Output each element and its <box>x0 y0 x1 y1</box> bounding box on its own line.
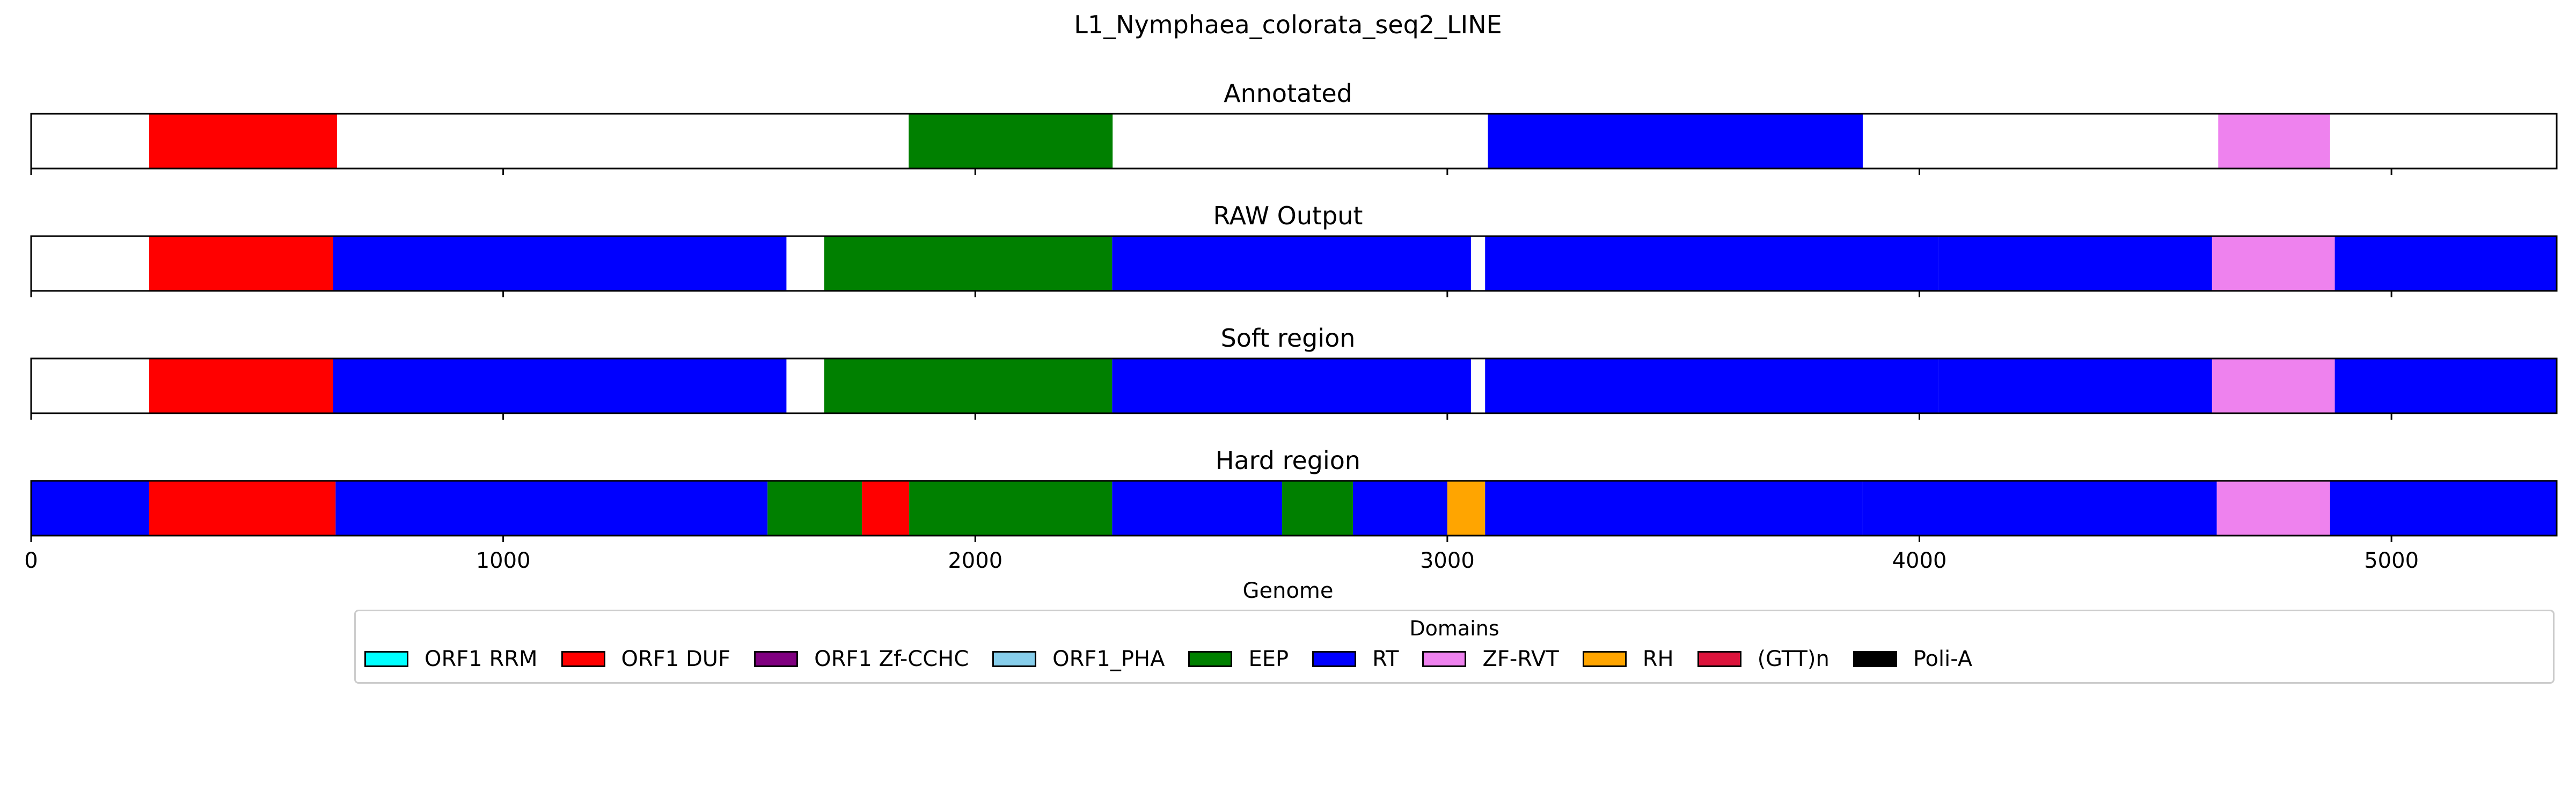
legend-label: RT <box>1372 647 1399 671</box>
legend-label: ZF-RVT <box>1482 647 1559 671</box>
segment-rt <box>335 481 768 536</box>
track-hard-region: Hard region <box>30 446 2558 542</box>
legend-item-orf1-rrm: ORF1 RRM <box>364 647 538 671</box>
segment-zf-rvt <box>2218 114 2330 169</box>
segment-eep <box>767 481 862 536</box>
segment-zf-rvt <box>2212 236 2335 291</box>
x-tick-label: 3000 <box>1420 548 1475 573</box>
legend-item-rh: RH <box>1582 647 1674 671</box>
legend-item-orf1-zf-cchc: ORF1 Zf-CCHC <box>754 647 969 671</box>
segment-orf1-duf <box>862 481 910 536</box>
segment-rt <box>1485 481 1863 536</box>
segment-eep <box>909 114 1113 169</box>
legend-label: Poli-A <box>1913 647 1973 671</box>
segment-rt <box>1112 481 1283 536</box>
track-frame <box>30 235 2558 292</box>
legend-swatch <box>1697 651 1741 667</box>
segment-orf1-duf <box>149 114 337 169</box>
legend-item-poli-a: Poli-A <box>1853 647 1972 671</box>
legend-swatch <box>754 651 799 667</box>
segment-rt <box>1862 481 2217 536</box>
track-annotated: Annotated <box>30 79 2558 175</box>
segment-eep <box>824 236 1113 291</box>
segment-rt <box>1485 236 1938 291</box>
segment-rt <box>2334 236 2557 291</box>
segment-rt <box>333 236 787 291</box>
tracks: Annotated RAW Output Soft region Hard regio… <box>30 79 2558 542</box>
legend-swatch <box>1853 651 1897 667</box>
track-title: Annotated <box>1224 79 1352 108</box>
legend-swatch <box>1422 651 1467 667</box>
chart-title: L1_Nymphaea_colorata_seq2_LINE <box>1074 10 1502 39</box>
track-title: Hard region <box>1216 446 1360 475</box>
legend-label: (GTT)n <box>1757 647 1829 671</box>
segment-zf-rvt <box>2212 358 2335 413</box>
legend-item-orf1-duf: ORF1 DUF <box>561 647 731 671</box>
x-axis: 0 1000 2000 3000 4000 5000 <box>24 548 2419 573</box>
segment-orf1-duf <box>149 481 336 536</box>
segment-rt <box>333 358 787 413</box>
segment-orf1-duf <box>149 358 333 413</box>
segment-rt <box>31 481 149 536</box>
track-ticks <box>30 169 2392 175</box>
legend-label: ORF1 RRM <box>425 647 538 671</box>
legend-title: Domains <box>1409 617 1499 640</box>
segment-rt <box>1488 114 1863 169</box>
track-ticks <box>30 413 2392 420</box>
track-ticks <box>30 291 2392 297</box>
track-title: Soft region <box>1221 324 1356 353</box>
legend-label: ORF1 DUF <box>621 647 731 671</box>
legend-label: ORF1 Zf-CCHC <box>814 647 969 671</box>
segment-rt <box>2334 358 2557 413</box>
segment-rt <box>1938 358 2212 413</box>
legend-swatch <box>1312 651 1357 667</box>
track-raw-output: RAW Output <box>30 201 2558 297</box>
x-tick-label: 1000 <box>476 548 531 573</box>
legend-label: ORF1_PHA <box>1052 647 1165 671</box>
segment-rt <box>2330 481 2557 536</box>
legend-item-gtt-n: (GTT)n <box>1697 647 1829 671</box>
legend-item-rt: RT <box>1312 647 1399 671</box>
track-title: RAW Output <box>1213 201 1363 230</box>
segment-orf1-duf <box>149 236 333 291</box>
legend-label: EEP <box>1248 647 1289 671</box>
track-ticks <box>30 536 2392 542</box>
track-frame <box>30 113 2558 170</box>
legend-swatch <box>561 651 605 667</box>
segment-rt <box>1112 358 1471 413</box>
segment-eep <box>909 481 1113 536</box>
legend-swatch <box>364 651 408 667</box>
x-tick-label: 4000 <box>1892 548 1947 573</box>
segment-eep <box>824 358 1113 413</box>
x-tick-label: 0 <box>24 548 38 573</box>
legend-item-eep: EEP <box>1188 647 1289 671</box>
legend-swatch <box>1582 651 1627 667</box>
segment-rt <box>1112 236 1471 291</box>
legend-swatch <box>992 651 1037 667</box>
track-frame <box>30 480 2558 537</box>
segment-rt <box>1485 358 1938 413</box>
segment-eep <box>1282 481 1353 536</box>
legend-swatch <box>1188 651 1233 667</box>
legend-label: RH <box>1642 647 1674 671</box>
segment-rh <box>1447 481 1485 536</box>
legend-item-orf1-pha: ORF1_PHA <box>992 647 1165 671</box>
track-frame <box>30 357 2558 414</box>
segment-rt <box>1938 236 2212 291</box>
x-axis-label: Genome <box>1242 579 1333 603</box>
legend-items: ORF1 RRM ORF1 DUF ORF1 Zf-CCHC ORF1_PHA EEP R… <box>364 647 1996 671</box>
x-tick-label: 5000 <box>2364 548 2419 573</box>
track-soft-region: Soft region <box>30 324 2558 420</box>
segment-zf-rvt <box>2216 481 2330 536</box>
legend-item-zf-rvt: ZF-RVT <box>1422 647 1559 671</box>
legend: Domains ORF1 RRM ORF1 DUF ORF1 Zf-CCHC ORF1… <box>354 610 2555 684</box>
segment-rt <box>1352 481 1447 536</box>
x-tick-label: 2000 <box>948 548 1002 573</box>
